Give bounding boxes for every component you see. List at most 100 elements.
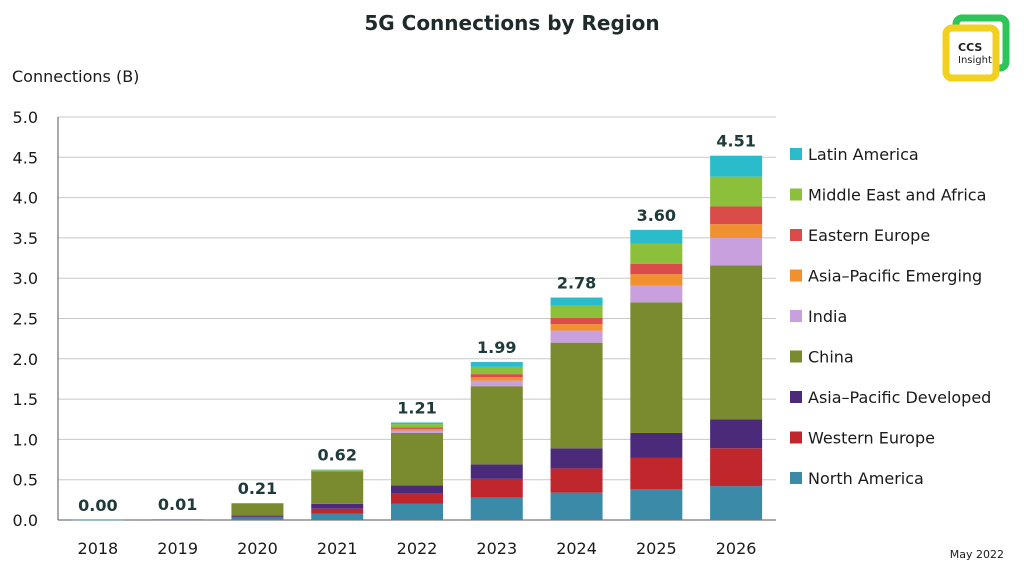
chart-title: 5G Connections by Region bbox=[364, 11, 659, 35]
bar-segment bbox=[391, 427, 443, 429]
y-tick-label: 2.0 bbox=[13, 350, 38, 369]
x-tick-label: 2025 bbox=[636, 539, 677, 558]
bar-segment bbox=[470, 366, 523, 375]
bar-segment bbox=[231, 517, 284, 520]
bar-segment bbox=[550, 330, 603, 343]
y-tick-label: 0.5 bbox=[13, 471, 38, 490]
logo-text-ccs: CCS bbox=[958, 41, 982, 54]
y-tick-label: 4.0 bbox=[13, 189, 38, 208]
x-tick-labels: 2018 2019 2020 2021 2022 2023 2024 2025 2026 bbox=[78, 539, 757, 558]
bar-segment bbox=[630, 274, 683, 286]
bar-segment bbox=[470, 464, 523, 479]
bar-segment bbox=[710, 224, 763, 238]
y-tick-label: 0.0 bbox=[13, 511, 38, 530]
legend-swatch bbox=[790, 229, 802, 241]
bar-segment bbox=[311, 469, 364, 471]
bar-segment bbox=[470, 362, 523, 367]
bar-segment bbox=[630, 432, 683, 458]
bar-segment bbox=[550, 297, 603, 306]
bar-segment bbox=[630, 243, 683, 264]
bar-segment bbox=[550, 492, 603, 520]
bar-segment bbox=[391, 422, 443, 425]
bar-segment bbox=[391, 432, 443, 486]
bar-segment bbox=[71, 519, 124, 521]
bar-segment bbox=[470, 386, 523, 465]
bar-segment bbox=[710, 486, 763, 520]
legend-label: North America bbox=[808, 469, 924, 488]
legend-label: India bbox=[808, 307, 847, 326]
legend-swatch bbox=[790, 269, 802, 282]
x-tick-label: 2024 bbox=[556, 539, 597, 558]
bar-segment bbox=[311, 508, 364, 514]
y-axis-label: Connections (B) bbox=[12, 67, 139, 86]
x-tick-label: 2021 bbox=[317, 539, 358, 558]
bar-segment bbox=[710, 265, 763, 420]
legend-swatch bbox=[790, 391, 802, 403]
bar-segment bbox=[391, 493, 443, 504]
total-labels: 0.00 0.01 0.21 0.62 1.21 1.99 2.78 3.60 4.51 bbox=[78, 132, 756, 515]
total-label: 0.21 bbox=[238, 479, 277, 498]
bar-segment bbox=[550, 305, 603, 318]
total-label: 0.00 bbox=[78, 496, 117, 515]
bar-segment bbox=[710, 206, 763, 225]
bar-segment bbox=[630, 489, 683, 520]
y-tick-labels: 0.0 0.5 1.0 1.5 2.0 2.5 3.0 3.5 4.0 4.5 5.0 bbox=[13, 108, 38, 530]
x-tick-label: 2019 bbox=[157, 539, 198, 558]
y-tick-label: 3.0 bbox=[13, 269, 38, 288]
bar-segment bbox=[630, 302, 683, 433]
bar-segment bbox=[550, 317, 603, 325]
legend-swatch bbox=[790, 188, 802, 201]
x-tick-label: 2020 bbox=[237, 539, 278, 558]
x-tick-label: 2023 bbox=[476, 539, 517, 558]
legend-swatch bbox=[790, 472, 802, 484]
bar-segment bbox=[311, 513, 364, 520]
bar-segment bbox=[630, 229, 683, 244]
bar-segment bbox=[391, 428, 443, 431]
legend-label: Western Europe bbox=[808, 429, 935, 448]
bar-segment bbox=[311, 470, 364, 471]
bar-segment bbox=[311, 470, 364, 472]
bar-segment bbox=[391, 430, 443, 433]
legend-label: Eastern Europe bbox=[808, 226, 930, 245]
bar-segment bbox=[391, 485, 443, 494]
total-label: 1.21 bbox=[397, 398, 436, 417]
bar-segment bbox=[710, 237, 763, 266]
x-tick-label: 2018 bbox=[78, 539, 119, 558]
bar-segment bbox=[151, 519, 204, 520]
bar-segment bbox=[550, 324, 603, 331]
legend-swatch bbox=[790, 148, 802, 160]
total-label: 1.99 bbox=[477, 338, 516, 357]
bar-segment bbox=[311, 471, 364, 504]
bar-segment bbox=[710, 155, 763, 177]
bar-segment bbox=[710, 448, 763, 487]
legend-label: Middle East and Africa bbox=[808, 186, 986, 205]
y-tick-label: 1.5 bbox=[13, 390, 38, 409]
bar-segment bbox=[550, 468, 603, 493]
bar-segment bbox=[630, 457, 683, 490]
legend-swatch bbox=[790, 431, 802, 444]
bar-stacks bbox=[71, 155, 763, 521]
bar-segment bbox=[630, 285, 683, 303]
ccs-insight-logo: CCS Insight bbox=[942, 14, 1010, 82]
bar-segment bbox=[231, 515, 284, 517]
bar-segment bbox=[231, 503, 284, 504]
bar-segment bbox=[470, 478, 523, 498]
y-tick-label: 1.0 bbox=[13, 430, 38, 449]
x-tick-label: 2022 bbox=[397, 539, 438, 558]
bar-segment bbox=[550, 342, 603, 449]
x-tick-label: 2026 bbox=[716, 539, 757, 558]
legend-label: China bbox=[808, 348, 854, 367]
total-label: 0.01 bbox=[158, 495, 197, 514]
logo-text-insight: Insight bbox=[958, 55, 992, 66]
bar-segment bbox=[311, 503, 364, 509]
bar-segment bbox=[391, 503, 443, 520]
legend: Latin America Middle East and Africa Easte… bbox=[790, 145, 991, 488]
total-label: 0.62 bbox=[317, 446, 356, 465]
legend-label: Asia–Pacific Emerging bbox=[808, 267, 982, 286]
total-label: 4.51 bbox=[716, 132, 755, 151]
legend-label: Asia–Pacific Developed bbox=[808, 388, 991, 407]
legend-swatch bbox=[790, 310, 802, 322]
bar-segment bbox=[231, 516, 284, 518]
y-tick-label: 4.5 bbox=[13, 148, 38, 167]
